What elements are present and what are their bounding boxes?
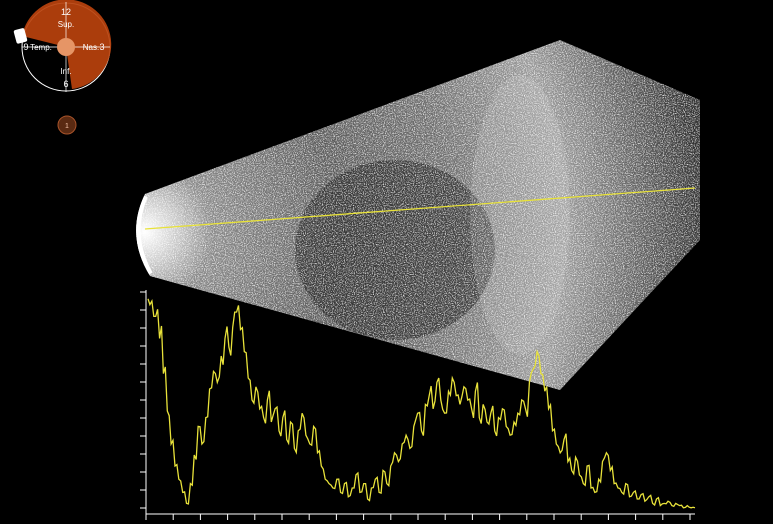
- eye-clock-orientation-icon: 12 6 9 3 Sup. Inf. Temp. Nas.: [13, 0, 112, 92]
- clock-hour-9: 9: [23, 42, 28, 52]
- probe-index-label: 1: [65, 123, 69, 130]
- a-scan-x-ticks: [145, 514, 691, 520]
- probe-marker-icon: [13, 28, 28, 44]
- clock-hour-6: 6: [63, 79, 68, 89]
- clock-hour-12: 12: [61, 7, 71, 17]
- a-scan-y-ticks: [140, 291, 146, 509]
- clock-label-inf: Inf.: [60, 67, 71, 76]
- a-scan-trace: [147, 298, 696, 509]
- probe-index-badge[interactable]: 1: [57, 115, 77, 135]
- clock-center: [57, 38, 75, 56]
- clock-label-temp: Temp.: [30, 43, 52, 52]
- scan-line: [144, 187, 696, 230]
- a-scan-graph: [140, 290, 696, 520]
- clock-label-sup: Sup.: [58, 20, 74, 29]
- clock-hour-3: 3: [99, 42, 104, 52]
- clock-label-nas: Nas.: [83, 43, 99, 52]
